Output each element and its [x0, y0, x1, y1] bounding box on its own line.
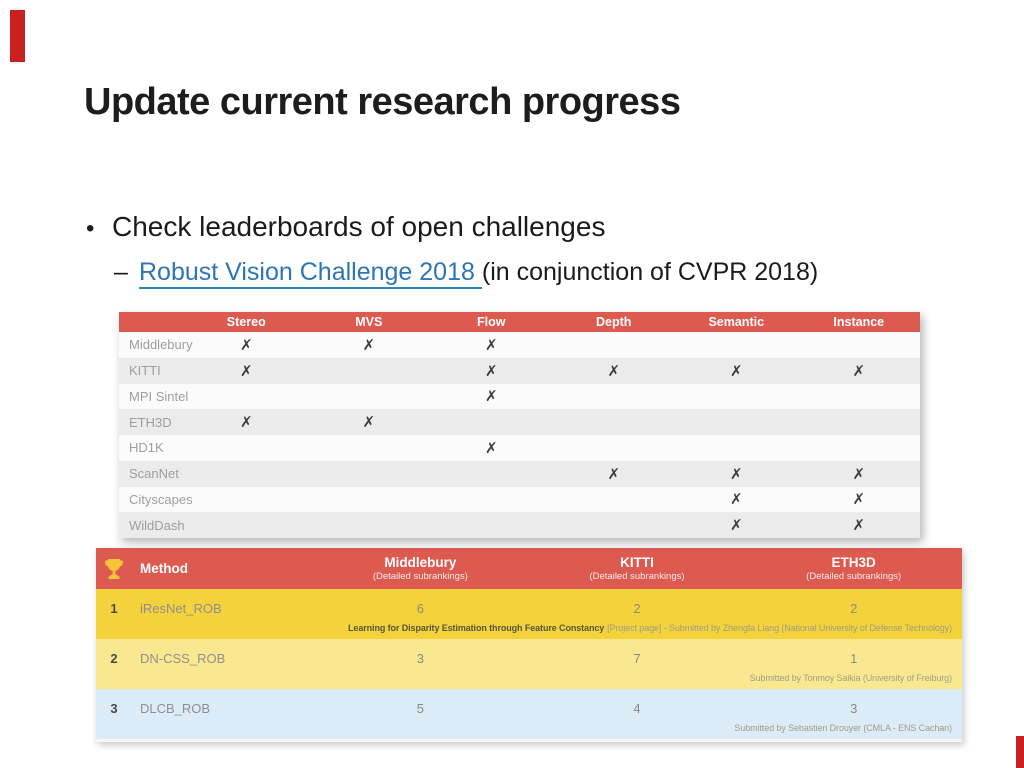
matrix-cell: ✗ [362, 336, 376, 354]
score-cell: 6 [416, 601, 424, 616]
matrix-cell: ✗ [484, 388, 498, 406]
benchmark-label: Middlebury [129, 337, 193, 353]
matrix-table-body: Middlebury ✗ ✗ ✗ KITTI ✗ ✗ ✗ ✗ ✗ MPI Sintel ✗ … [119, 332, 920, 538]
trophy-icon [96, 558, 132, 580]
matrix-cell: ✗ [729, 491, 743, 509]
table-row: MPI Sintel ✗ [119, 383, 920, 410]
rank-cell: 3 [110, 701, 118, 716]
matrix-column-header: Depth [596, 315, 632, 329]
benchmark-label: HD1K [129, 440, 164, 456]
method-cell: DN-CSS_ROB [140, 651, 226, 666]
leaderboard-column-header: Middlebury (Detailed subrankings) [312, 555, 529, 582]
method-cell: DLCB_ROB [140, 701, 211, 716]
slide-accent-bottom-right [1016, 736, 1024, 768]
challenge-matrix-table: Stereo MVS Flow Depth Semantic Instance Middl… [119, 312, 920, 538]
table-row: KITTI ✗ ✗ ✗ ✗ ✗ [119, 357, 920, 384]
submission-note: Submitted by Sebastien Drouyer (CMLA - E… [96, 716, 962, 739]
matrix-cell: ✗ [484, 336, 498, 354]
method-cell: iResNet_ROB [140, 601, 222, 616]
matrix-column-header: Instance [833, 315, 885, 329]
matrix-cell: ✗ [607, 362, 621, 380]
matrix-cell: ✗ [729, 465, 743, 483]
paper-title: Learning for Disparity Estimation throug… [348, 622, 605, 633]
leaderboard-header-row: Method Middlebury (Detailed subrankings) K… [96, 548, 962, 589]
matrix-cell: ✗ [852, 362, 866, 380]
benchmark-label: Cityscapes [129, 491, 193, 507]
table-row: HD1K ✗ [119, 435, 920, 461]
leaderboard-table-body: 1 iResNet_ROB 6 2 2 Learning for Disparity… [96, 589, 962, 739]
detailed-subrankings-label: (Detailed subrankings) [806, 571, 902, 582]
table-row: WildDash ✗ ✗ [119, 512, 920, 538]
score-cell: 2 [850, 601, 858, 616]
benchmark-name: ETH3D [831, 555, 876, 570]
table-row: ScanNet ✗ ✗ ✗ [119, 460, 920, 487]
bullet-glyph: • [86, 215, 95, 242]
matrix-cell: ✗ [852, 465, 866, 483]
slide-accent-top-left [10, 10, 25, 62]
table-row: Cityscapes ✗ ✗ [119, 486, 920, 513]
table-row: ETH3D ✗ ✗ [119, 409, 920, 435]
score-cell: 5 [416, 701, 424, 716]
score-cell: 4 [633, 701, 641, 716]
matrix-cell: ✗ [484, 362, 498, 380]
benchmark-label: MPI Sintel [129, 388, 189, 404]
score-cell: 3 [416, 651, 424, 666]
benchmark-label: WildDash [129, 517, 185, 533]
matrix-column-header: Flow [477, 315, 506, 329]
sub-bullet-dash: – [114, 258, 128, 286]
matrix-column-header: Stereo [226, 315, 266, 329]
submission-credit: Submitted by Tonmoy Saikia (University o… [749, 672, 952, 683]
leaderboard-row: 3 DLCB_ROB 5 4 3 Submitted by Sebastien Dr… [96, 689, 962, 739]
table-row: Middlebury ✗ ✗ ✗ [119, 332, 920, 358]
detailed-subrankings-label: (Detailed subrankings) [589, 571, 685, 582]
matrix-cell: ✗ [362, 414, 376, 432]
matrix-cell: ✗ [239, 362, 253, 380]
matrix-cell: ✗ [607, 465, 621, 483]
benchmark-label: KITTI [129, 363, 161, 379]
rank-cell: 1 [110, 601, 118, 616]
page-title: Update current research progress [84, 81, 681, 123]
bullet-item: • Check leaderboards of open challenges [86, 211, 605, 243]
matrix-cell: ✗ [239, 414, 253, 432]
matrix-cell: ✗ [852, 491, 866, 509]
matrix-cell: ✗ [729, 517, 743, 535]
leaderboard-column-header: ETH3D (Detailed subrankings) [745, 555, 962, 582]
submission-credit: Submitted by Sebastien Drouyer (CMLA - E… [734, 722, 952, 733]
submission-credit: [Project page] - Submitted by Zhengfa Li… [607, 622, 952, 633]
matrix-cell: ✗ [239, 336, 253, 354]
matrix-cell: ✗ [852, 517, 866, 535]
method-column-header: Method [140, 561, 188, 576]
sub-bullet-rest: (in conjunction of CVPR 2018) [481, 258, 819, 286]
benchmark-name: KITTI [620, 555, 654, 570]
leaderboard-row: 1 iResNet_ROB 6 2 2 Learning for Disparity… [96, 589, 962, 639]
score-cell: 3 [850, 701, 858, 716]
sub-bullet-item: – Robust Vision Challenge 2018 (in conju… [114, 258, 818, 289]
robust-vision-challenge-link[interactable]: Robust Vision Challenge 2018 [139, 258, 482, 289]
score-cell: 2 [633, 601, 641, 616]
leaderboard-table: Method Middlebury (Detailed subrankings) K… [96, 548, 962, 742]
matrix-cell: ✗ [729, 362, 743, 380]
matrix-cell: ✗ [484, 439, 498, 457]
leaderboard-column-header: KITTI (Detailed subrankings) [529, 555, 746, 582]
score-cell: 7 [633, 651, 641, 666]
benchmark-name: Middlebury [384, 555, 457, 570]
score-cell: 1 [850, 651, 858, 666]
leaderboard-bottom-strip [96, 739, 962, 742]
benchmark-label: ETH3D [129, 414, 172, 430]
submission-note: Learning for Disparity Estimation throug… [96, 616, 962, 639]
matrix-column-header: Semantic [708, 315, 765, 329]
rank-cell: 2 [110, 651, 118, 666]
leaderboard-row: 2 DN-CSS_ROB 3 7 1 Submitted by Tonmoy Sai… [96, 639, 962, 689]
detailed-subrankings-label: (Detailed subrankings) [372, 571, 468, 582]
benchmark-label: ScanNet [129, 466, 179, 482]
matrix-column-header: MVS [355, 315, 383, 329]
matrix-header-row: Stereo MVS Flow Depth Semantic Instance [119, 312, 920, 332]
bullet-text: Check leaderboards of open challenges [112, 211, 606, 242]
submission-note: Submitted by Tonmoy Saikia (University o… [96, 666, 962, 689]
